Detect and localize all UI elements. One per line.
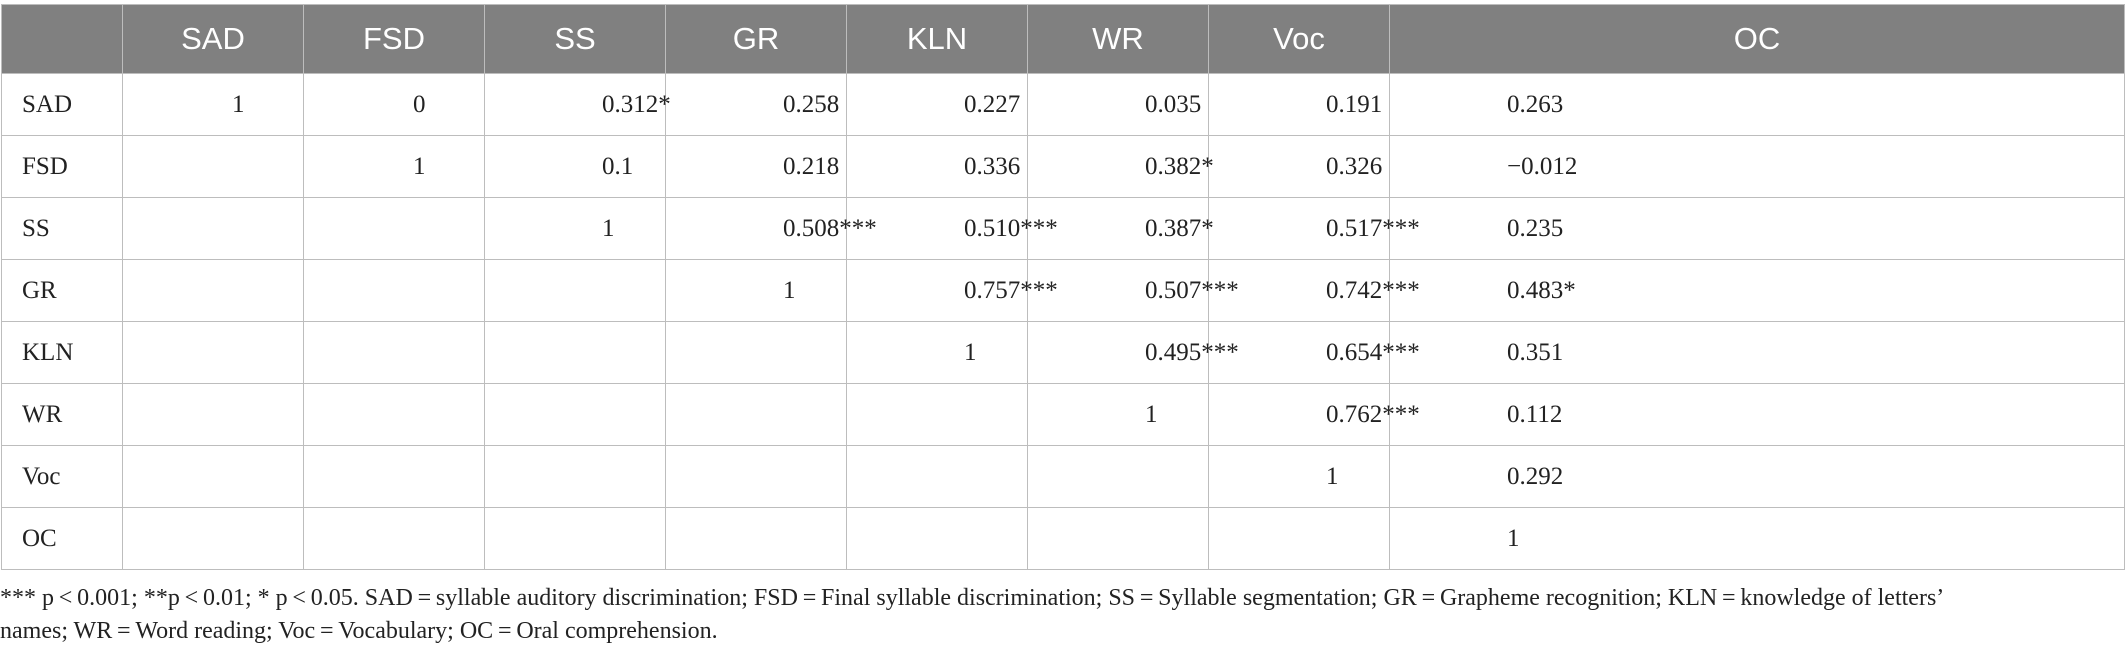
table-row: SAD 1 0 0.312* 0.258 0.227 0.035 0.191 0.263 [1,73,2125,136]
table-cell [665,507,847,570]
table-cell: 0.326 [1208,135,1390,198]
table-cell [1027,507,1209,570]
table-row: GR 1 0.757*** 0.507*** 0.742*** 0.483* [1,259,2125,322]
table-cell: 0.258 [665,73,847,136]
table-cell: 0.757*** [846,259,1058,322]
header-cell-gr: GR [665,4,847,74]
table-row: Voc 1 0.292 [1,445,2125,508]
footnote-line-2: names; WR = Word reading; Voc = Vocabula… [0,618,718,644]
table-cell [846,383,1028,446]
table-cell [122,445,304,508]
table-cell [665,445,847,508]
table-cell [122,135,304,198]
row-label: FSD [1,135,123,198]
table-cell [122,321,304,384]
header-cell-sad: SAD [122,4,304,74]
table-cell: 0.510*** [846,197,1058,260]
table-cell [122,197,304,260]
correlation-table: SAD FSD SS GR KLN WR Voc OC SAD 1 0 0.312* 0… [1,4,2125,570]
table-cell [484,445,666,508]
table-cell [303,259,485,322]
table-cell [665,321,847,384]
table-row: OC 1 [1,507,2125,570]
table-cell: 1 [1208,445,1390,508]
table-cell [122,383,304,446]
table-cell: 0.227 [846,73,1028,136]
table-cell [1027,445,1209,508]
table-cell [484,321,666,384]
header-cell-ss: SS [484,4,666,74]
table-cell: 0.1 [484,135,666,198]
table-cell [484,383,666,446]
header-cell-blank [1,4,123,74]
table-cell: 0.387* [1027,197,1214,260]
table-cell [303,321,485,384]
table-cell: 0.517*** [1208,197,1420,260]
table-cell [846,445,1028,508]
table-cell: 0.218 [665,135,847,198]
table-row: WR 1 0.762*** 0.112 [1,383,2125,446]
header-row: SAD FSD SS GR KLN WR Voc OC [1,4,2125,74]
table-cell [846,507,1028,570]
table-cell: 0.235 [1389,197,2125,260]
header-cell-kln: KLN [846,4,1028,74]
table-cell: 0.312* [484,73,671,136]
header-cell-wr: WR [1027,4,1209,74]
header-cell-voc: Voc [1208,4,1390,74]
table-row: FSD 1 0.1 0.218 0.336 0.382* 0.326 −0.012 [1,135,2125,198]
table-cell: 0.292 [1389,445,2125,508]
table-cell: 0.507*** [1027,259,1239,322]
table-cell [122,507,304,570]
table-cell: 1 [1389,507,2125,570]
table-cell [122,259,304,322]
header-cell-oc: OC [1389,4,2125,74]
table-cell: 1 [846,321,1028,384]
table-cell: 0.035 [1027,73,1209,136]
table-cell: 0 [303,73,485,136]
table-cell: 0.762*** [1208,383,1420,446]
table-cell: 0.112 [1389,383,2125,446]
row-label: KLN [1,321,123,384]
table-cell: 0.191 [1208,73,1390,136]
table-footnote: *** p < 0.001; **p < 0.01; * p < 0.05. S… [0,582,2124,648]
row-label: WR [1,383,123,446]
table-cell [303,197,485,260]
table-cell: 1 [665,259,847,322]
table-cell [484,259,666,322]
table-cell [665,383,847,446]
table-cell: 0.382* [1027,135,1214,198]
table-cell: 1 [303,135,485,198]
table-cell: 0.483* [1389,259,2125,322]
table-row: KLN 1 0.495*** 0.654*** 0.351 [1,321,2125,384]
table-cell: 0.508*** [665,197,877,260]
table-cell [484,507,666,570]
table-cell: −0.012 [1389,135,2125,198]
table-cell [303,445,485,508]
table-cell: 0.495*** [1027,321,1239,384]
table-cell [303,383,485,446]
table-cell: 0.351 [1389,321,2125,384]
table-cell: 0.263 [1389,73,2125,136]
footnote-line-1: *** p < 0.001; **p < 0.01; * p < 0.05. S… [0,585,1945,611]
header-cell-fsd: FSD [303,4,485,74]
table-cell [303,507,485,570]
row-label: OC [1,507,123,570]
table-cell [1208,507,1390,570]
row-label: SS [1,197,123,260]
table-cell: 1 [122,73,304,136]
table-cell: 0.336 [846,135,1028,198]
table-cell: 1 [484,197,666,260]
table-cell: 1 [1027,383,1209,446]
table-row: SS 1 0.508*** 0.510*** 0.387* 0.517*** 0.235 [1,197,2125,260]
row-label: Voc [1,445,123,508]
row-label: SAD [1,73,123,136]
row-label: GR [1,259,123,322]
